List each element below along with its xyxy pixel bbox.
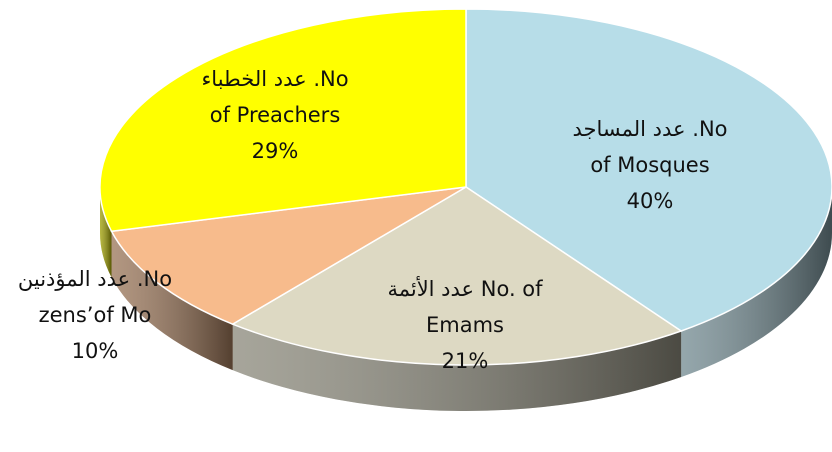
- pie-slice: [231, 186, 683, 366]
- pie-side-shade: [232, 324, 682, 412]
- slice-label: No. عدد المساجد: [572, 117, 727, 141]
- labels: No. عدد المساجد of Mosques 40% No. of عدد ا…: [18, 67, 728, 373]
- value-label: 10%: [72, 339, 119, 363]
- pie-side-shade: [681, 187, 832, 378]
- slice-label: No. عدد المؤذنين: [18, 267, 172, 291]
- slice-label: of Preachers: [210, 103, 341, 127]
- pie-sides: [100, 187, 832, 412]
- pie-slice: [465, 8, 832, 332]
- value-label: 21%: [442, 349, 489, 373]
- slice-label: of Mosques: [590, 153, 709, 177]
- value-label: 40%: [627, 189, 674, 213]
- slice-label: No. عدد الخطباء: [201, 67, 348, 91]
- pie-slice: [110, 186, 467, 325]
- slice-label: zens’of Mo: [39, 303, 152, 327]
- pie-slice: [99, 8, 467, 233]
- pie-side-shade: [111, 231, 233, 371]
- pie-tops: [99, 8, 832, 366]
- slice-label: No. of عدد الأئمة: [387, 276, 543, 301]
- value-label: 29%: [252, 139, 299, 163]
- slice-label: Emams: [426, 313, 504, 337]
